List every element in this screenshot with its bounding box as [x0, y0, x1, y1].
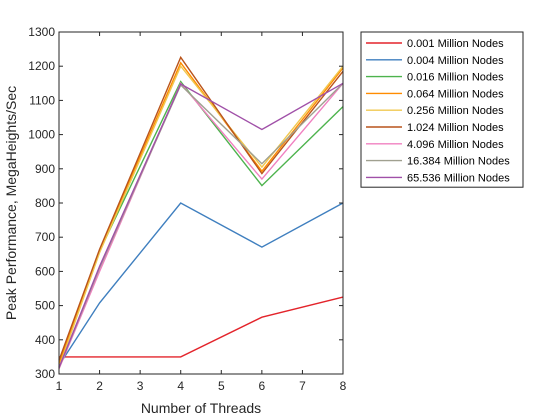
y-tick-label: 400 [35, 333, 55, 347]
series-line-9 [58, 82, 344, 369]
plot-area: 1 2 3 4 5 6 7 8 300 400 500 600 700 800 900 1000 1100 12… [28, 25, 346, 393]
legend-label-5: 0.256 Million Nodes [407, 105, 504, 117]
legend-label-3: 0.016 Million Nodes [407, 72, 504, 84]
legend-label-7: 4.096 Million Nodes [407, 139, 504, 151]
legend: 0.001 Million Nodes 0.004 Million Nodes 0.… [360, 31, 524, 188]
legend-label-8: 16.384 Million Nodes [407, 156, 510, 168]
y-tick-label: 700 [35, 230, 55, 244]
x-tick-label: 2 [96, 379, 103, 393]
y-tick-label: 800 [35, 196, 55, 210]
y-tick-label: 1300 [28, 25, 55, 39]
y-tick-label: 1100 [29, 93, 55, 107]
x-tick-label: 1 [56, 379, 63, 393]
y-tick-label: 1000 [28, 128, 55, 142]
series-line-6 [58, 55, 344, 361]
legend-label-9: 65.536 Million Nodes [407, 172, 510, 184]
x-tick-label: 3 [137, 379, 144, 393]
x-tick-label: 4 [177, 379, 184, 393]
y-tick-label: 900 [35, 162, 55, 176]
y-axis-title: Peak Performance, MegaHeights/Sec [3, 86, 19, 320]
series-layer [58, 55, 344, 370]
x-tick-label: 6 [259, 379, 266, 393]
y-tick-label: 300 [35, 367, 55, 381]
series-line-5 [58, 64, 344, 368]
x-tick-label: 5 [218, 379, 225, 393]
series-line-2 [58, 202, 344, 366]
x-tick-label: 8 [340, 379, 347, 393]
series-line-1 [59, 296, 344, 358]
plot-background [59, 32, 343, 374]
x-tick-label: 7 [299, 379, 306, 393]
y-tick-label: 1200 [28, 59, 55, 73]
legend-label-6: 1.024 Million Nodes [407, 122, 504, 134]
y-tick-label: 500 [35, 299, 55, 313]
legend-label-4: 0.064 Million Nodes [407, 88, 504, 100]
legend-label-2: 0.004 Million Nodes [407, 55, 504, 67]
y-tick-label: 600 [35, 264, 55, 278]
x-axis: 1 2 3 4 5 6 7 8 [56, 32, 347, 393]
y-axis: 300 400 500 600 700 800 900 1000 1100 1200 1300 [28, 25, 343, 381]
x-axis-title: Number of Threads [141, 400, 261, 416]
legend-label-1: 0.001 Million Nodes [407, 38, 504, 50]
